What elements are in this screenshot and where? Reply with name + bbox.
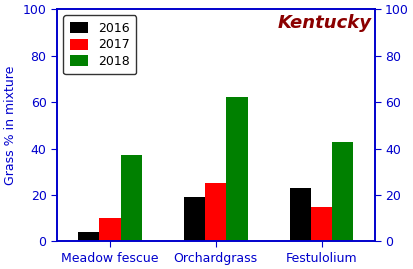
Y-axis label: Grass % in mixture: Grass % in mixture: [4, 66, 17, 185]
Bar: [311, 207, 332, 241]
Bar: [290, 188, 311, 241]
Bar: [121, 155, 142, 241]
Legend: 2016, 2017, 2018: 2016, 2017, 2018: [63, 15, 136, 75]
Bar: [78, 232, 100, 241]
Bar: [184, 197, 205, 241]
Bar: [100, 218, 121, 241]
Bar: [205, 183, 226, 241]
Bar: [332, 141, 354, 241]
Text: Kentucky: Kentucky: [278, 14, 371, 32]
Bar: [226, 97, 247, 241]
